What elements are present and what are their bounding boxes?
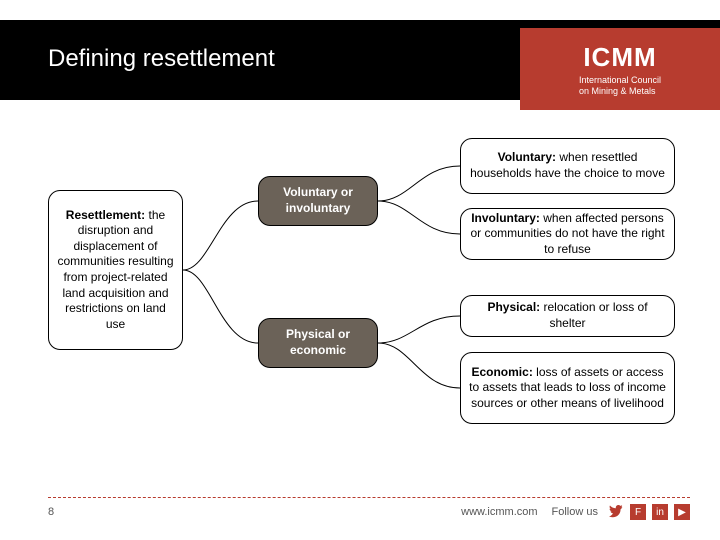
footer: 8 www.icmm.com Follow us F in ▶	[48, 504, 690, 520]
youtube-icon[interactable]: ▶	[674, 504, 690, 520]
node-voluntary: Voluntary: when resettled households hav…	[460, 138, 675, 194]
linkedin-icon[interactable]: in	[652, 504, 668, 520]
footer-divider	[48, 497, 690, 498]
logo-text: ICMM	[583, 42, 656, 73]
logo-block: ICMM International Council on Mining & M…	[520, 28, 720, 110]
facebook-icon[interactable]: F	[630, 504, 646, 520]
social-icons: F in ▶	[608, 504, 690, 520]
root-text: the disruption and displacement of commu…	[57, 208, 173, 331]
twitter-icon[interactable]	[608, 504, 624, 520]
root-bold: Resettlement:	[66, 208, 145, 222]
node-involuntary: Involuntary: when affected persons or co…	[460, 208, 675, 260]
follow-label: Follow us	[552, 506, 598, 518]
node-voluntary-involuntary: Voluntary or involuntary	[258, 176, 378, 226]
page-number: 8	[48, 506, 54, 518]
website-link[interactable]: www.icmm.com	[461, 506, 537, 518]
logo-subtitle: International Council on Mining & Metals	[579, 75, 661, 97]
node-economic: Economic: loss of assets or access to as…	[460, 352, 675, 424]
node-physical-economic: Physical or economic	[258, 318, 378, 368]
node-resettlement: Resettlement: the disruption and displac…	[48, 190, 183, 350]
diagram-area: Resettlement: the disruption and displac…	[0, 130, 720, 470]
page-title: Defining resettlement	[48, 45, 275, 73]
node-physical: Physical: relocation or loss of shelter	[460, 295, 675, 337]
